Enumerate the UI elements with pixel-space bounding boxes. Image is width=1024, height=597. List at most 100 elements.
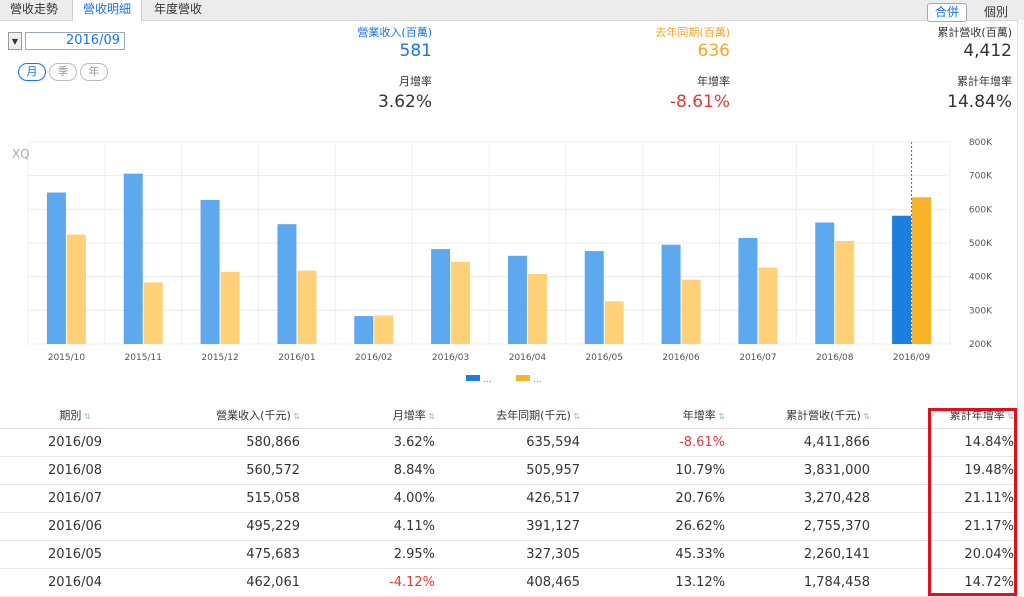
stat-cumulative: 累計營收(百萬) 4,412 累計年增率 14.84% (937, 24, 1012, 112)
stat-mom-value: 3.62% (377, 92, 432, 112)
period-year-button[interactable]: 年 (80, 63, 108, 81)
col-header-period[interactable]: 期別 ⇅ (0, 402, 150, 429)
revenue-table: 期別 ⇅ 營業收入(千元) ⇅ 月增率 ⇅ 去年同期(千元) ⇅ 年增率 ⇅ 累… (0, 402, 1024, 597)
table-row[interactable]: 2016/04 462,061 -4.12% 408,465 13.12% 1,784,4… (0, 568, 1022, 597)
table-cell: 560,572 (150, 456, 300, 485)
table-row[interactable]: 2016/07 515,058 4.00% 426,517 20.76% 3,270,42… (0, 484, 1022, 513)
table-row[interactable]: 2016/05 475,683 2.95% 327,305 45.33% 2,260,14… (0, 540, 1022, 569)
bar-last-year (835, 240, 855, 344)
tab-revenue-trend[interactable]: 營收走勢 (10, 2, 59, 16)
y-tick-label: 300K (969, 306, 993, 316)
table-cell: 2016/04 (0, 568, 150, 597)
table-cell: 475,683 (150, 540, 300, 569)
col-header-yoy[interactable]: 年增率 ⇅ (580, 402, 725, 429)
table-cell: 21.17% (870, 512, 1022, 541)
chevron-down-icon[interactable]: ▼ (8, 32, 22, 50)
table-cell: 20.04% (870, 540, 1022, 569)
bar-revenue (46, 192, 66, 344)
y-tick-label: 800K (969, 138, 993, 148)
table-cell: 10.79% (580, 456, 725, 485)
table-cell: 14.72% (870, 568, 1022, 597)
stat-cumulative-value: 4,412 (963, 41, 1012, 61)
col-header-cumulative[interactable]: 累計營收(千元) ⇅ (725, 402, 870, 429)
x-tick-label: 2015/12 (201, 353, 238, 363)
sort-icon: ⇅ (715, 412, 725, 421)
tab-annual-revenue[interactable]: 年度營收 (154, 2, 203, 16)
col-header-label: 期別 (59, 409, 82, 422)
x-tick-label: 2016/04 (509, 353, 547, 363)
bar-revenue (431, 249, 451, 344)
stat-mom-label: 月增率 (399, 75, 432, 88)
table-cell: 2016/07 (0, 484, 150, 513)
scrollbar[interactable] (1017, 20, 1024, 596)
y-tick-label: 700K (969, 172, 993, 182)
col-header-label: 年增率 (682, 409, 716, 422)
table-cell: 327,305 (435, 540, 580, 569)
period-quarter-button[interactable]: 季 (49, 63, 77, 81)
table-cell: 2016/05 (0, 540, 150, 569)
table-cell: 21.11% (870, 484, 1022, 513)
table-cell: -4.12% (300, 568, 435, 597)
col-header-label: 月增率 (392, 409, 426, 422)
table-cell: 495,229 (150, 512, 300, 541)
table-cell: 3,831,000 (725, 456, 870, 485)
stat-cum-yoy-label: 累計年增率 (957, 75, 1012, 88)
tab-revenue-detail[interactable]: 營收明細 (72, 0, 143, 21)
table-cell: 14.84% (870, 428, 1022, 457)
stat-revenue-label: 營業收入(百萬) (357, 26, 432, 39)
bar-last-year (604, 301, 624, 344)
table-cell: 505,957 (435, 456, 580, 485)
watermark-label: XQ (12, 147, 30, 161)
bar-revenue (661, 244, 681, 344)
table-cell: 2016/09 (0, 428, 150, 457)
view-toggle: 合併 個別 (923, 1, 1016, 22)
stat-last-year-label: 去年同期(百萬) (655, 26, 730, 39)
tab-bar: 營收走勢 營收明細 年度營收 合併 個別 (0, 0, 1024, 22)
x-tick-label: 2016/06 (662, 353, 700, 363)
bar-last-year (451, 261, 471, 344)
table-cell: 3.62% (300, 428, 435, 457)
stat-yoy-value: -8.61% (669, 92, 730, 112)
legend-swatch (516, 375, 530, 381)
table-cell: 13.12% (580, 568, 725, 597)
x-tick-label: 2015/10 (48, 353, 86, 363)
col-header-last-year[interactable]: 去年同期(千元) ⇅ (435, 402, 580, 429)
bar-revenue (123, 173, 143, 344)
table-row[interactable]: 2016/08 560,572 8.84% 505,957 10.79% 3,831,00… (0, 456, 1022, 485)
sort-icon: ⇅ (1004, 412, 1014, 421)
y-tick-label: 500K (969, 239, 993, 249)
table-row[interactable]: 2016/09 580,866 3.62% 635,594 -8.61% 4,411,86… (0, 428, 1022, 457)
col-header-label: 營業收入(千元) (216, 409, 291, 422)
x-tick-label: 2016/09 (893, 353, 931, 363)
stat-revenue-value: 581 (399, 41, 432, 61)
consolidated-button[interactable]: 合併 (926, 3, 967, 22)
sort-icon: ⇅ (860, 412, 870, 421)
bar-revenue (815, 222, 835, 344)
col-header-cum-yoy[interactable]: 累計年增率 ⇅ (870, 402, 1022, 429)
x-tick-label: 2016/02 (355, 353, 392, 363)
table-cell: 408,465 (435, 568, 580, 597)
bar-last-year (297, 270, 317, 344)
x-tick-label: 2016/05 (586, 353, 623, 363)
date-input[interactable]: 2016/09 (25, 32, 125, 50)
col-header-revenue[interactable]: 營業收入(千元) ⇅ (150, 402, 300, 429)
bar-revenue (200, 199, 220, 344)
stat-last-year: 去年同期(百萬) 636 年增率 -8.61% (655, 24, 730, 112)
sort-icon: ⇅ (425, 412, 435, 421)
table-cell: 19.48% (870, 456, 1022, 485)
col-header-label: 累計營收(千元) (786, 409, 861, 422)
col-header-mom[interactable]: 月增率 ⇅ (300, 402, 435, 429)
bar-last-year (912, 197, 932, 344)
table-cell: 8.84% (300, 456, 435, 485)
bar-revenue (354, 316, 374, 344)
table-row[interactable]: 2016/06 495,229 4.11% 391,127 26.62% 2,755,37… (0, 512, 1022, 541)
table-cell: 635,594 (435, 428, 580, 457)
table-cell: 2,260,141 (725, 540, 870, 569)
table-cell: 45.33% (580, 540, 725, 569)
period-month-button[interactable]: 月 (18, 63, 46, 81)
bar-revenue (738, 237, 758, 344)
bar-revenue (277, 224, 297, 344)
individual-button[interactable]: 個別 (983, 5, 1008, 19)
x-tick-label: 2016/03 (432, 353, 469, 363)
x-tick-label: 2015/11 (125, 353, 162, 363)
